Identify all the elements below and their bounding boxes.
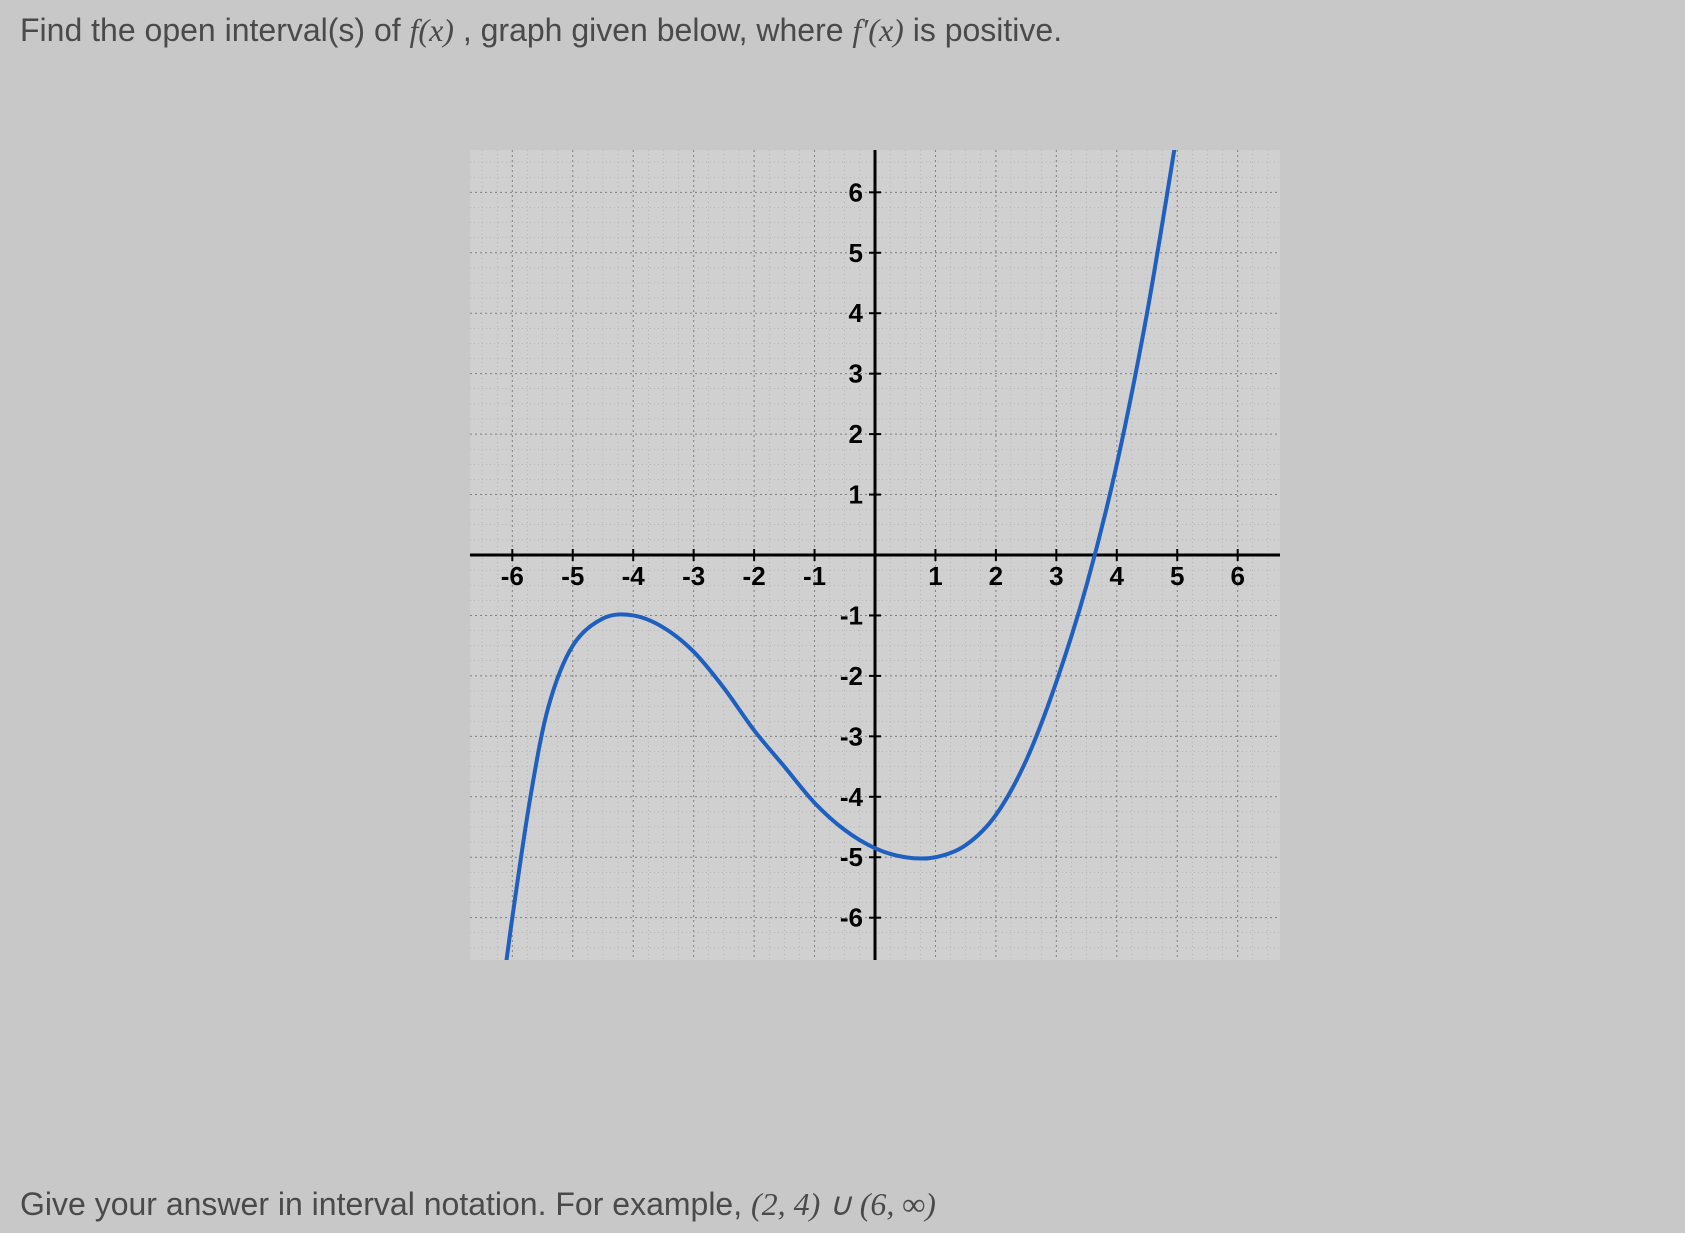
svg-text:6: 6	[849, 177, 863, 207]
question-prefix: Find the open interval(s) of	[20, 12, 410, 48]
svg-text:-5: -5	[561, 561, 584, 591]
svg-text:5: 5	[1170, 561, 1184, 591]
question-fpx: f′(x)	[852, 12, 903, 48]
svg-text:-4: -4	[840, 782, 864, 812]
svg-text:-4: -4	[622, 561, 646, 591]
answer-hint: Give your answer in interval notation. F…	[20, 1185, 936, 1223]
svg-text:2: 2	[989, 561, 1003, 591]
question-text: Find the open interval(s) of f(x) , grap…	[20, 12, 1062, 49]
svg-text:6: 6	[1230, 561, 1244, 591]
svg-text:-1: -1	[803, 561, 826, 591]
svg-text:-3: -3	[682, 561, 705, 591]
answer-prefix: Give your answer in interval notation. F…	[20, 1186, 751, 1222]
svg-text:1: 1	[928, 561, 942, 591]
svg-text:4: 4	[849, 298, 864, 328]
svg-text:2: 2	[849, 419, 863, 449]
svg-text:4: 4	[1110, 561, 1125, 591]
svg-text:-1: -1	[840, 600, 863, 630]
svg-text:-2: -2	[743, 561, 766, 591]
answer-example: (2, 4) ∪ (6, ∞)	[751, 1186, 936, 1222]
svg-text:3: 3	[1049, 561, 1063, 591]
svg-text:5: 5	[849, 238, 863, 268]
question-suffix: is positive.	[913, 12, 1062, 48]
svg-text:-2: -2	[840, 661, 863, 691]
svg-text:-6: -6	[501, 561, 524, 591]
graph-chart: -6 -5 -4 -3 -2 -1 1 2 3 4 5 6 -6 -5 -4 -3 -2 -1 1 2 3 4 5 6	[470, 150, 1280, 960]
svg-text:3: 3	[849, 359, 863, 389]
svg-text:-6: -6	[840, 903, 863, 933]
svg-text:-5: -5	[840, 842, 863, 872]
question-mid: , graph given below, where	[463, 12, 853, 48]
svg-text:1: 1	[849, 480, 863, 510]
question-fx: f(x)	[410, 12, 454, 48]
svg-text:-3: -3	[840, 721, 863, 751]
